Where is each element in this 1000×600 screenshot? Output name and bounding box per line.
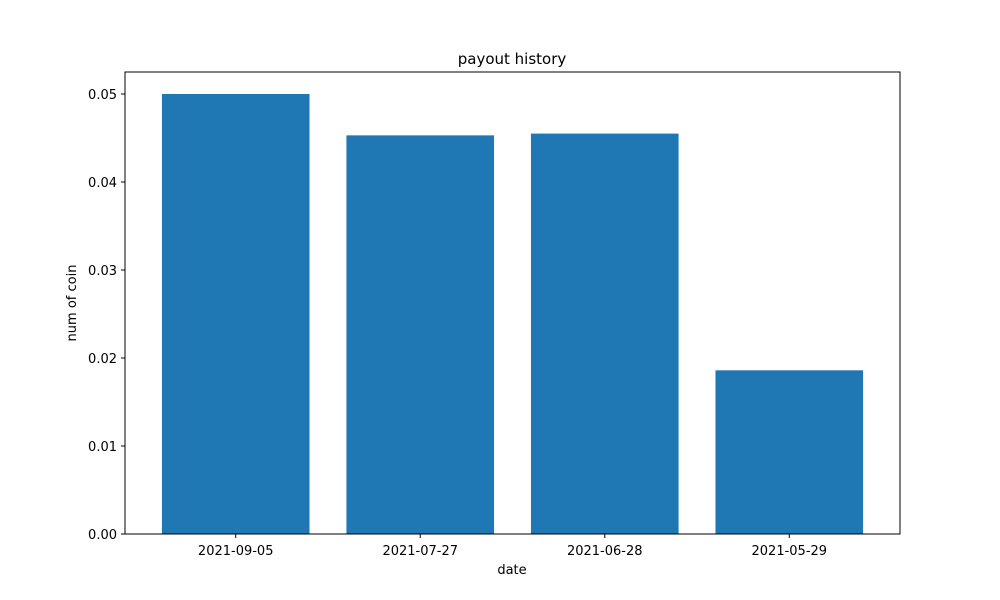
bar xyxy=(161,94,310,534)
y-tick-label: 0.03 xyxy=(88,264,117,279)
chart-title: payout history xyxy=(458,50,567,68)
bars-group xyxy=(161,94,864,535)
x-axis-ticks: 2021-09-05 2021-07-27 2021-06-28 2021-05-29 xyxy=(198,534,827,559)
y-tick-label: 0.01 xyxy=(88,440,117,455)
y-tick-label: 0.02 xyxy=(88,352,117,367)
x-axis-label: date xyxy=(497,563,526,578)
x-tick-label: 2021-09-05 xyxy=(198,544,274,559)
y-axis-ticks: 0.00 0.01 0.02 0.03 0.04 0.05 xyxy=(88,88,125,543)
y-tick-label: 0.05 xyxy=(88,88,117,103)
y-tick-label: 0.00 xyxy=(88,528,117,543)
x-tick-label: 2021-07-27 xyxy=(382,544,458,559)
y-axis-label: num of coin xyxy=(65,265,80,342)
y-tick-label: 0.04 xyxy=(88,176,117,191)
bar xyxy=(346,135,495,535)
axes-frame xyxy=(124,71,901,535)
x-tick-label: 2021-06-28 xyxy=(567,544,643,559)
bar xyxy=(530,133,679,534)
bar xyxy=(715,370,864,534)
x-tick-label: 2021-05-29 xyxy=(752,544,828,559)
